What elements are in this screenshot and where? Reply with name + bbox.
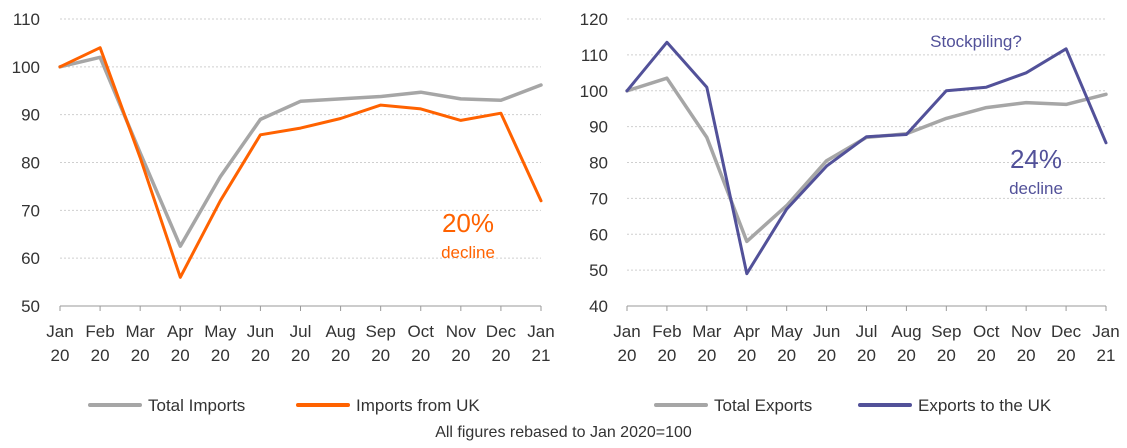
x-tick-label: Sep xyxy=(931,322,961,341)
y-tick-label: 50 xyxy=(589,261,608,280)
x-tick-label: 20 xyxy=(1057,346,1076,365)
x-tick-label: 20 xyxy=(1017,346,1036,365)
x-tick-label: 20 xyxy=(171,346,190,365)
y-tick-label: 110 xyxy=(13,10,40,29)
x-tick-label: Nov xyxy=(446,322,477,341)
y-tick-label: 120 xyxy=(580,10,608,29)
annotation-label: Stockpiling? xyxy=(930,32,1022,51)
x-tick-label: 20 xyxy=(371,346,390,365)
x-tick-label: Jan xyxy=(1092,322,1119,341)
x-tick-label: Aug xyxy=(891,322,921,341)
x-tick-label: 20 xyxy=(857,346,876,365)
series-line-imports-from-uk xyxy=(58,46,543,279)
chart-panel-1: 50 60 70 80 90 100 110 Jan 20 Feb 20 Mar 20 Apr 20 May 2… xyxy=(12,10,555,415)
annotation-label: decline xyxy=(1009,179,1063,198)
annotation-label: 20% xyxy=(442,208,494,238)
legend-label: Imports from UK xyxy=(356,396,480,415)
x-tick-label: Jul xyxy=(856,322,878,341)
x-tick-label: 20 xyxy=(817,346,836,365)
x-tick-label: Jul xyxy=(290,322,312,341)
x-tick-label: 20 xyxy=(251,346,270,365)
x-tick-label: Jan xyxy=(613,322,640,341)
series-line-total-imports xyxy=(58,55,543,248)
y-tick-label: 50 xyxy=(21,297,40,316)
y-tick-label: 90 xyxy=(589,118,608,137)
legend-label: Total Imports xyxy=(148,396,245,415)
y-tick-label: 110 xyxy=(581,46,608,65)
x-tick-label: Aug xyxy=(325,322,355,341)
y-tick-label: 40 xyxy=(589,297,608,316)
x-tick-label: Dec xyxy=(1051,322,1082,341)
x-tick-label: 20 xyxy=(131,346,150,365)
x-tick-label: Jun xyxy=(813,322,840,341)
legend-label: Exports to the UK xyxy=(918,396,1052,415)
x-tick-label: Oct xyxy=(408,322,435,341)
x-tick-label: Jan xyxy=(527,322,554,341)
x-tick-label: Mar xyxy=(126,322,156,341)
chart-panel-2: 40 50 60 70 80 90 100 110 120 Jan 20 Feb 20 Mar 20 Apr 2… xyxy=(580,10,1120,415)
x-tick-label: 20 xyxy=(211,346,230,365)
x-tick-label: Dec xyxy=(486,322,517,341)
y-tick-label: 80 xyxy=(21,154,40,173)
x-tick-label: 20 xyxy=(331,346,350,365)
x-tick-label: May xyxy=(204,322,237,341)
y-tick-label: 80 xyxy=(589,154,608,173)
x-tick-label: Feb xyxy=(652,322,681,341)
x-tick-label: May xyxy=(771,322,804,341)
x-tick-label: 21 xyxy=(532,346,551,365)
x-tick-label: Jan xyxy=(46,322,73,341)
y-tick-label: 100 xyxy=(12,58,40,77)
x-tick-label: Feb xyxy=(85,322,114,341)
x-tick-label: 20 xyxy=(291,346,310,365)
x-tick-label: 20 xyxy=(697,346,716,365)
y-tick-label: 60 xyxy=(589,225,608,244)
y-tick-label: 70 xyxy=(589,189,608,208)
x-tick-label: 20 xyxy=(737,346,756,365)
footnote: All figures rebased to Jan 2020=100 xyxy=(435,424,692,441)
x-tick-label: Nov xyxy=(1011,322,1042,341)
annotation-label: decline xyxy=(441,243,495,262)
x-tick-label: 20 xyxy=(618,346,637,365)
x-tick-label: Oct xyxy=(973,322,1000,341)
y-tick-label: 90 xyxy=(21,106,40,125)
x-tick-label: 20 xyxy=(897,346,916,365)
annotation-label: 24% xyxy=(1010,144,1062,174)
x-tick-label: 20 xyxy=(411,346,430,365)
x-tick-label: 21 xyxy=(1097,346,1116,365)
x-tick-label: 20 xyxy=(977,346,996,365)
x-tick-label: 20 xyxy=(91,346,110,365)
x-tick-label: 20 xyxy=(451,346,470,365)
series-line-exports-to-the-uk xyxy=(625,40,1108,276)
y-tick-label: 100 xyxy=(580,82,608,101)
x-tick-label: 20 xyxy=(937,346,956,365)
x-tick-label: Jun xyxy=(247,322,274,341)
x-tick-label: Mar xyxy=(692,322,722,341)
x-tick-label: Apr xyxy=(167,322,194,341)
x-tick-label: Apr xyxy=(734,322,761,341)
x-tick-label: 20 xyxy=(657,346,676,365)
x-tick-label: 20 xyxy=(777,346,796,365)
x-tick-label: Sep xyxy=(366,322,396,341)
y-tick-label: 70 xyxy=(21,201,40,220)
y-tick-label: 60 xyxy=(21,249,40,268)
legend-label: Total Exports xyxy=(714,396,812,415)
x-tick-label: 20 xyxy=(491,346,510,365)
x-tick-label: 20 xyxy=(51,346,70,365)
